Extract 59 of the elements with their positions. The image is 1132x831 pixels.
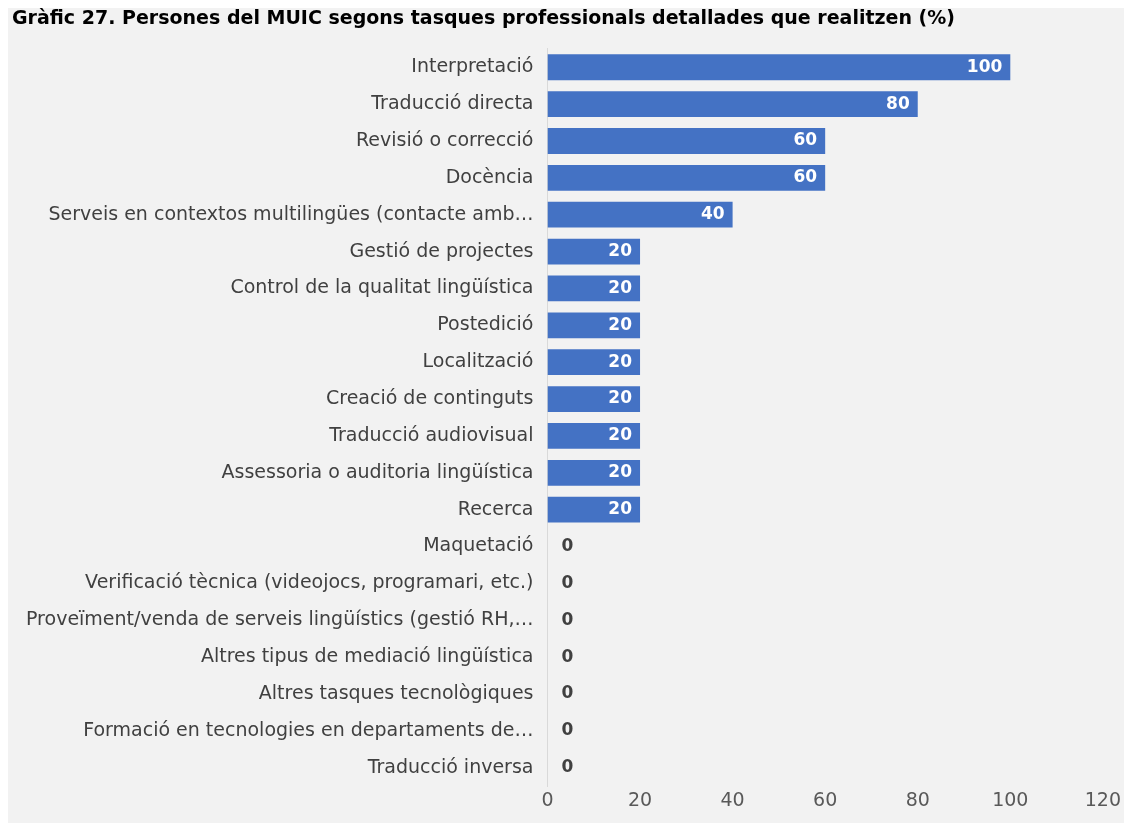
data-label: 0 <box>561 645 574 666</box>
x-tick-label: 40 <box>720 787 745 810</box>
x-tick-label: 60 <box>813 787 838 810</box>
data-label: 0 <box>561 719 574 740</box>
data-label: 20 <box>608 350 633 371</box>
data-label: 0 <box>561 756 574 777</box>
bar <box>547 386 641 412</box>
data-label: 60 <box>793 129 818 150</box>
data-label: 20 <box>608 498 633 519</box>
data-label: 20 <box>608 424 633 445</box>
x-tick-label: 0 <box>541 787 554 810</box>
data-label: 0 <box>561 682 574 703</box>
y-tick-label: Assessoria o auditoria lingüística <box>221 459 534 482</box>
y-tick-label: Maquetació <box>423 533 534 556</box>
y-tick-label: Gestió de projectes <box>349 238 534 261</box>
y-tick-label: Traducció audiovisual <box>328 422 534 445</box>
bar <box>547 91 918 118</box>
data-label: 0 <box>561 571 574 592</box>
x-tick-label: 120 <box>1084 787 1121 810</box>
data-label: 40 <box>700 203 725 224</box>
x-tick-label: 100 <box>992 787 1029 810</box>
y-tick-label: Control de la qualitat lingüística <box>230 275 534 298</box>
x-tick-label: 20 <box>627 787 653 810</box>
bar <box>547 54 1011 81</box>
y-tick-label: Recerca <box>457 496 534 519</box>
y-tick-label: Formació en tecnologies en departaments de… <box>83 717 534 740</box>
data-label: 20 <box>608 240 633 261</box>
data-label: 20 <box>608 276 633 297</box>
y-tick-label: Localització <box>422 349 534 372</box>
x-tick-label: 80 <box>905 787 930 810</box>
y-tick-label: Proveïment/venda de serveis lingüístics (gestió RH,… <box>26 607 534 630</box>
y-tick-label: Verificació tècnica (videojocs, programari, etc.) <box>85 570 534 593</box>
bar <box>547 496 641 523</box>
bar <box>547 349 641 376</box>
y-tick-label: Altres tasques tecnològiques <box>258 680 534 703</box>
data-label: 80 <box>886 92 910 113</box>
y-tick-label: Serveis en contextos multilingües (contacte amb… <box>48 201 534 224</box>
bar <box>547 164 826 191</box>
bar <box>547 201 733 228</box>
chart-title: Gràfic 27. Persones del MUIC segons tasques professionals detallades que realitzen (%) <box>12 6 956 29</box>
bar <box>547 128 826 154</box>
y-tick-label: Revisió o correcció <box>355 127 534 150</box>
y-tick-label: Creació de continguts <box>325 386 534 408</box>
y-tick-label: Traducció inversa <box>366 754 534 777</box>
data-label: 20 <box>608 313 633 334</box>
data-label: 0 <box>561 534 574 555</box>
y-tick-label: Altres tipus de mediació lingüística <box>200 644 534 667</box>
bar <box>547 423 641 449</box>
data-label: 20 <box>608 387 633 408</box>
y-tick-label: Postedició <box>437 312 534 335</box>
y-tick-label: Docència <box>445 164 534 187</box>
y-tick-label: Traducció directa <box>370 91 534 114</box>
data-label: 20 <box>608 461 633 482</box>
data-label: 100 <box>966 55 1003 76</box>
data-label: 60 <box>793 166 818 187</box>
bar <box>547 312 641 339</box>
data-label: 0 <box>561 608 574 629</box>
bar <box>547 459 641 486</box>
y-tick-label: Interpretació <box>411 54 534 77</box>
